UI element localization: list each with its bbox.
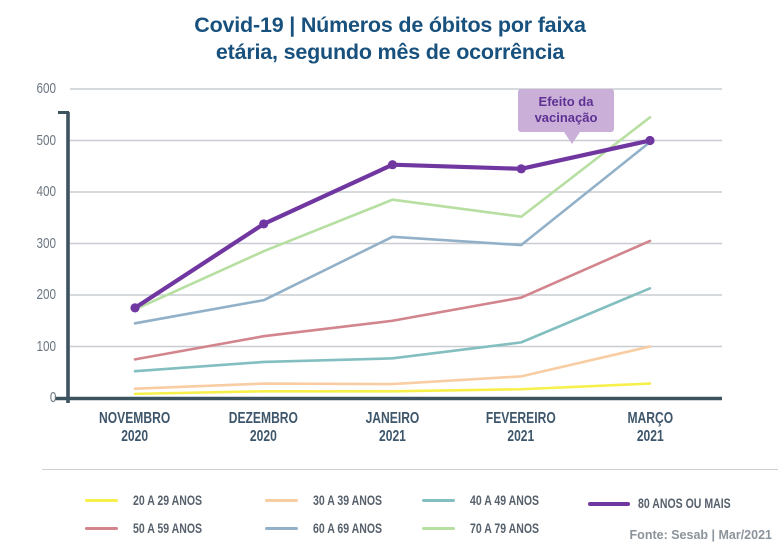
x-axis-year: 2021: [507, 428, 535, 445]
x-axis-label-text: FEVEREIRO 2021: [486, 410, 556, 446]
legend-item-60-a-69-anos: 60 A 69 ANOS: [265, 514, 422, 542]
legend-label: 20 A 29 ANOS: [133, 492, 203, 508]
chart-title: Covid-19 | Números de óbitos por faixa e…: [20, 12, 760, 66]
source-note: Fonte: Sesab | Mar/2021: [629, 528, 772, 542]
series-line-70-a-79-anos: [133, 116, 652, 311]
x-axis-label-text: DEZEMBRO 2020: [229, 410, 298, 446]
y-axis-tick-label: 200: [16, 286, 56, 303]
x-axis-label-text: JANEIRO 2021: [366, 410, 420, 446]
legend-swatch-icon: [588, 501, 630, 506]
x-axis-category-label: NOVEMBRO 2020: [70, 410, 200, 446]
y-axis-tick-label: 0: [16, 389, 56, 406]
legend-item-40-a-49-anos: 40 A 49 ANOS: [422, 486, 580, 514]
legend-separator: [42, 469, 778, 470]
series-marker: [387, 160, 398, 170]
x-axis-year: 2021: [636, 428, 664, 445]
y-axis-tick-label: 300: [16, 235, 56, 252]
y-axis-tick-label: 400: [16, 183, 56, 200]
legend-label: 50 A 59 ANOS: [133, 520, 203, 536]
series-marker: [516, 164, 526, 174]
x-axis-label-text: NOVEMBRO 2020: [99, 410, 170, 446]
legend-swatch-icon: [422, 526, 455, 530]
x-axis-month: DEZEMBRO: [229, 410, 299, 427]
y-axis-tick-value: 300: [36, 234, 56, 252]
legend-swatch-icon: [422, 498, 455, 502]
legend-label: 80 ANOS OU MAIS: [638, 496, 731, 511]
x-axis-category-label: DEZEMBRO 2020: [199, 410, 329, 446]
legend-item-50-a-59-anos: 50 A 59 ANOS: [85, 514, 265, 542]
vaccination-effect-callout: Efeito da vacinação: [518, 89, 614, 144]
x-axis-year: 2021: [379, 428, 406, 445]
legend-item-30-a-39-anos: 30 A 39 ANOS: [265, 486, 422, 514]
series-marker: [259, 219, 269, 229]
legend-label: 30 A 39 ANOS: [313, 492, 383, 508]
legend-item-20-a-29-anos: 20 A 29 ANOS: [85, 486, 265, 514]
series-line-60-a-69-anos: [133, 140, 652, 325]
x-axis-label-text: MARÇO 2021: [627, 410, 673, 446]
x-axis-category-label: JANEIRO 2021: [328, 410, 458, 446]
series-line-50-a-59-anos: [133, 239, 652, 361]
legend-swatch-icon: [265, 526, 298, 530]
x-axis-category-label: MARÇO 2021: [585, 410, 715, 446]
legend-label: 40 A 49 ANOS: [470, 492, 540, 508]
y-axis-tick-label: 100: [16, 338, 56, 355]
series-marker: [130, 303, 140, 313]
legend-item-80-anos-ou-mais: 80 ANOS OU MAIS: [588, 496, 757, 511]
y-axis-tick-value: 400: [36, 183, 56, 200]
y-axis-tick-value: 200: [36, 286, 56, 303]
x-axis-month: MARÇO: [627, 410, 673, 427]
x-axis-month: FEVEREIRO: [486, 410, 557, 427]
legend-label: 70 A 79 ANOS: [470, 520, 540, 536]
y-axis-top-tick: [58, 111, 69, 114]
chart-title-line1: Covid-19 | Números de óbitos por faixa: [194, 13, 586, 37]
y-axis-tick-label: 500: [16, 132, 56, 149]
callout-text-line1: Efeito da: [538, 94, 594, 109]
callout-pointer-icon: [564, 132, 580, 144]
legend-swatch-icon: [265, 498, 298, 502]
legend-swatch-icon: [85, 526, 118, 530]
y-axis-tick-value: 0: [49, 389, 56, 406]
legend-label: 60 A 69 ANOS: [313, 520, 383, 536]
x-axis-month: JANEIRO: [365, 410, 420, 427]
legend-item-70-a-79-anos: 70 A 79 ANOS: [422, 514, 580, 542]
callout-text-line2: vacinação: [534, 110, 598, 125]
y-axis-tick-label: 600: [16, 80, 56, 97]
series-line-30-a-39-anos: [133, 345, 652, 391]
legend-swatch-icon: [85, 498, 118, 502]
series-marker: [645, 135, 655, 146]
y-axis-tick-value: 500: [36, 131, 56, 149]
y-axis-tick-value: 100: [36, 337, 56, 355]
series-line-40-a-49-anos: [133, 287, 652, 373]
legend: 20 A 29 ANOS 30 A 39 ANOS 40 A 49 ANOS 50 A…: [85, 486, 580, 542]
x-axis-month: NOVEMBRO: [99, 410, 171, 427]
y-axis-tick-value: 600: [36, 80, 56, 97]
series-line-20-a-29-anos: [133, 382, 652, 396]
chart-title-line2: etária, segundo mês de ocorrência: [215, 40, 565, 64]
x-axis-year: 2020: [121, 428, 149, 445]
x-axis-year: 2020: [250, 428, 278, 445]
x-axis-category-label: FEVEREIRO 2021: [456, 410, 586, 446]
